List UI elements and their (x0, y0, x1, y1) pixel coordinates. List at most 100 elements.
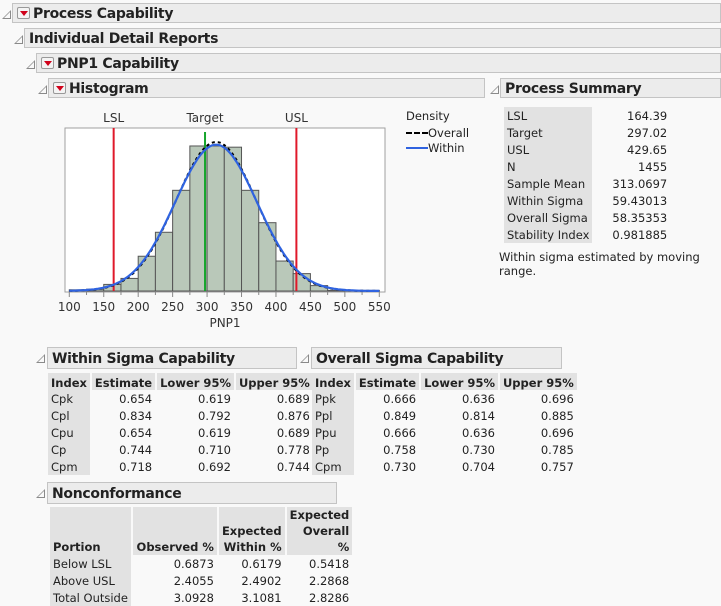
x-tick-label: 450 (299, 300, 322, 314)
dashed-line-icon (406, 132, 428, 134)
outline-individual-detail-reports[interactable]: Individual Detail Reports (24, 28, 721, 48)
disclosure-within[interactable] (36, 354, 45, 363)
cell-value: 0.876 (276, 408, 310, 423)
table-row: Cpm 0.730 0.704 0.757 (312, 458, 577, 475)
cell-value: 0.704 (462, 459, 495, 474)
cell-value: 2.4055 (173, 573, 214, 588)
cell-value: 0.696 (540, 425, 574, 440)
table-row: Cp 0.744 0.710 0.778 (48, 441, 313, 458)
cell-value: 0.6179 (241, 556, 282, 571)
disclosure-individual-detail[interactable] (14, 35, 23, 44)
table-row: Above USL 2.4055 2.4902 2.2868 (50, 572, 352, 589)
outline-title: Process Capability (33, 6, 174, 22)
histogram-bar (206, 145, 225, 292)
outline-title: Within Sigma Capability (52, 351, 235, 367)
disclosure-nonconformance[interactable] (36, 489, 45, 498)
column-header: Upper 95% (499, 373, 577, 390)
row-label: Cp (48, 441, 90, 458)
row-label: Ppl (312, 407, 354, 424)
cell-value: 0.689 (276, 425, 310, 440)
outline-process-capability[interactable]: Process Capability (12, 3, 721, 23)
disclosure-pnp1[interactable] (26, 60, 35, 69)
column-header: Estimate (355, 373, 420, 390)
cell-value: 0.636 (462, 425, 495, 440)
outline-process-summary[interactable]: Process Summary (500, 78, 721, 98)
row-label: Pp (312, 441, 354, 458)
cell-value: 3.0928 (173, 590, 214, 605)
red-triangle-menu-icon[interactable] (53, 82, 66, 94)
cell-value: 313.0697 (612, 176, 668, 191)
cell-value: 0.744 (276, 459, 310, 474)
column-header: Index (312, 373, 354, 390)
overall-density-curve (69, 140, 380, 292)
row-label: Stability Index (504, 226, 593, 243)
cell-value: 0.792 (198, 408, 231, 423)
cell-value: 0.849 (383, 408, 417, 423)
disclosure-process-capability[interactable] (2, 10, 11, 19)
cell-value: 0.785 (540, 442, 574, 457)
table-row: N 1455 (504, 158, 670, 175)
cell-value: 0.6873 (173, 556, 214, 571)
process-summary-table: LSL 164.39 Target 297.02 USL 429.65 N 1455 Sampl… (502, 107, 672, 243)
cell-value: 58.35353 (612, 210, 668, 225)
cell-value: 0.696 (540, 391, 574, 406)
within-density-curve (69, 143, 380, 292)
row-label: Cpk (48, 390, 90, 407)
disclosure-process-summary[interactable] (490, 85, 499, 94)
disclosure-overall[interactable] (300, 354, 309, 363)
outline-overall-sigma[interactable]: Overall Sigma Capability (311, 347, 562, 369)
outline-nonconformance[interactable]: Nonconformance (47, 482, 337, 504)
table-row: Stability Index 0.981885 (504, 226, 670, 243)
table-row: USL 429.65 (504, 141, 670, 158)
cell-value: 0.730 (383, 459, 417, 474)
cell-value: 0.757 (540, 459, 574, 474)
histogram-bar (154, 231, 174, 292)
legend-label: Overall (428, 126, 470, 140)
cell-value: 0.778 (276, 442, 310, 457)
outline-pnp1-capability[interactable]: PNP1 Capability (36, 53, 721, 73)
red-triangle-menu-icon[interactable] (17, 7, 30, 19)
row-label: Within Sigma (504, 192, 593, 209)
outline-histogram[interactable]: Histogram (48, 78, 485, 98)
outline-title: Nonconformance (52, 486, 182, 502)
outline-title: Histogram (69, 81, 149, 97)
row-label: Ppk (312, 390, 354, 407)
column-header: Estimate (91, 373, 156, 390)
row-label: Target (504, 124, 593, 141)
table-row: Cpu 0.654 0.619 0.689 (48, 424, 313, 441)
legend-item-within: Within (406, 141, 469, 156)
red-triangle-menu-icon[interactable] (41, 57, 54, 69)
row-label: Total Outside (50, 589, 131, 606)
x-tick-label: 350 (230, 300, 253, 314)
cell-value: 0.718 (119, 459, 153, 474)
x-tick-label: 250 (161, 300, 184, 314)
column-header: Expected Within % (218, 507, 285, 555)
table-row: Ppk 0.666 0.636 0.696 (312, 390, 577, 407)
x-tick-label: 300 (196, 300, 219, 314)
row-label: Sample Mean (504, 175, 593, 192)
legend-item-overall: Overall (406, 126, 469, 141)
histogram-bar (258, 222, 277, 292)
table-row: Ppu 0.666 0.636 0.696 (312, 424, 577, 441)
outline-within-sigma[interactable]: Within Sigma Capability (47, 347, 297, 369)
cell-value: 1455 (637, 159, 668, 174)
x-tick-label: 400 (265, 300, 288, 314)
column-header: Portion (50, 507, 131, 555)
legend-title: Density (406, 109, 450, 123)
table-row: Below LSL 0.6873 0.6179 0.5418 (50, 555, 352, 572)
cell-value: 0.981885 (612, 227, 668, 242)
column-header: Lower 95% (157, 373, 234, 390)
column-header: Expected Overall % (286, 507, 353, 555)
cell-value: 0.730 (462, 442, 495, 457)
disclosure-histogram[interactable] (38, 85, 47, 94)
cell-value: 0.619 (198, 391, 231, 406)
header-row: Portion Observed % Expected Within % Expect… (50, 507, 353, 555)
histogram-bar (172, 189, 191, 292)
cell-value: 0.619 (198, 425, 231, 440)
x-tick-label: 150 (92, 300, 115, 314)
table-row: Target 297.02 (504, 124, 670, 141)
cell-value: 164.39 (627, 108, 668, 123)
cell-value: 0.814 (462, 408, 495, 423)
cell-value: 2.4902 (241, 573, 282, 588)
target-label: Target (185, 111, 223, 125)
